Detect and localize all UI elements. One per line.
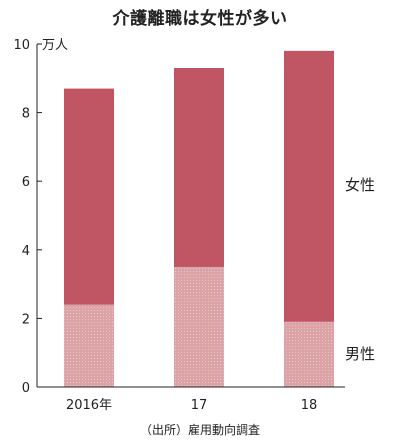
chart-title: 介護離職は女性が多い [112,9,288,29]
bar-female-0 [64,88,114,305]
y-tick-label: 2 [22,312,30,327]
y-tick-label: 0 [22,381,30,396]
y-tick-label: 6 [22,175,30,190]
y-tick-label: 4 [22,244,30,259]
x-tick-label: 17 [191,398,208,413]
bar-female-2 [284,50,334,322]
y-tick-label: 10 [13,38,30,53]
x-tick-label: 2016年 [66,398,112,413]
bar-male-1 [174,266,224,387]
legend-male: 男性 [345,345,375,363]
source-note: （出所）雇用動向調査 [140,422,260,437]
bar-female-1 [174,68,224,267]
unit-label: 万人 [42,38,68,53]
y-tick-label: 8 [22,107,30,122]
x-tick-label: 18 [301,398,318,413]
bar-male-0 [64,304,114,387]
legend-female: 女性 [345,176,375,194]
bar-male-2 [284,321,334,387]
